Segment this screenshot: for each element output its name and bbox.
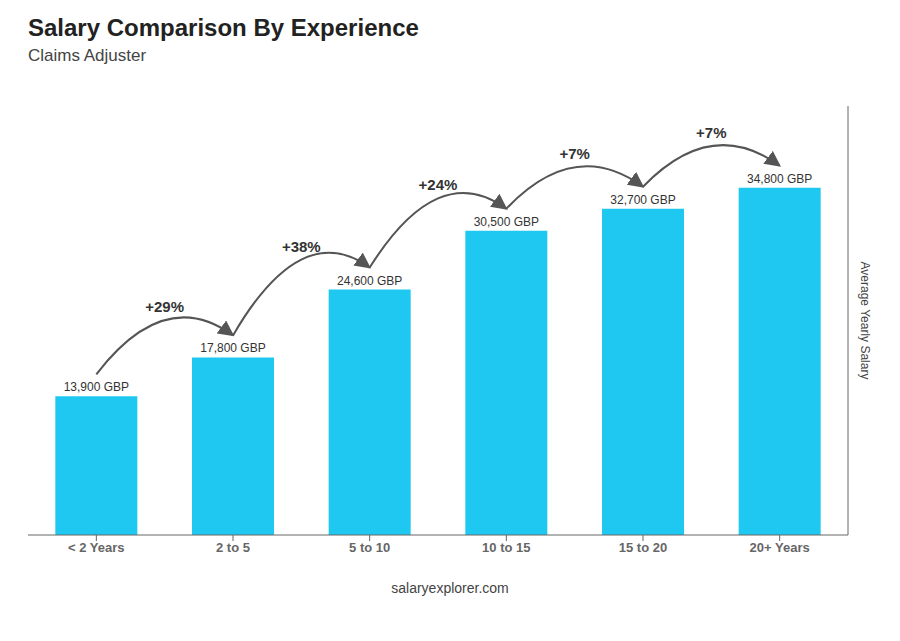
svg-text:20+ Years: 20+ Years	[750, 540, 810, 555]
html-text:Claims Adjuster: Claims Adjuster	[28, 46, 147, 65]
svg-text:5 to 10: 5 to 10	[349, 540, 390, 555]
svg-text:< 2 Years: < 2 Years	[68, 540, 125, 555]
svg-text:Average Yearly Salary: Average Yearly Salary	[858, 262, 872, 380]
svg-text:+7%: +7%	[696, 124, 726, 141]
svg-text:+29%: +29%	[145, 298, 184, 315]
svg-text:24,600 GBP: 24,600 GBP	[337, 274, 402, 288]
svg-text:13,900 GBP: 13,900 GBP	[64, 380, 129, 394]
svg-text:15 to 20: 15 to 20	[619, 540, 667, 555]
html-text:salaryexplorer.com: salaryexplorer.com	[391, 580, 509, 596]
svg-text:17,800 GBP: 17,800 GBP	[200, 341, 265, 355]
svg-text:10 to 15: 10 to 15	[482, 540, 530, 555]
svg-text:34,800 GBP: 34,800 GBP	[747, 172, 812, 186]
svg-text:+38%: +38%	[282, 238, 321, 255]
svg-text:32,700 GBP: 32,700 GBP	[610, 193, 675, 207]
svg-text:+24%: +24%	[419, 176, 458, 193]
html-text:Salary Comparison By Experienc: Salary Comparison By Experience	[28, 14, 419, 41]
svg-text:2 to 5: 2 to 5	[216, 540, 250, 555]
svg-text:+7%: +7%	[559, 145, 589, 162]
svg-text:30,500 GBP: 30,500 GBP	[474, 215, 539, 229]
